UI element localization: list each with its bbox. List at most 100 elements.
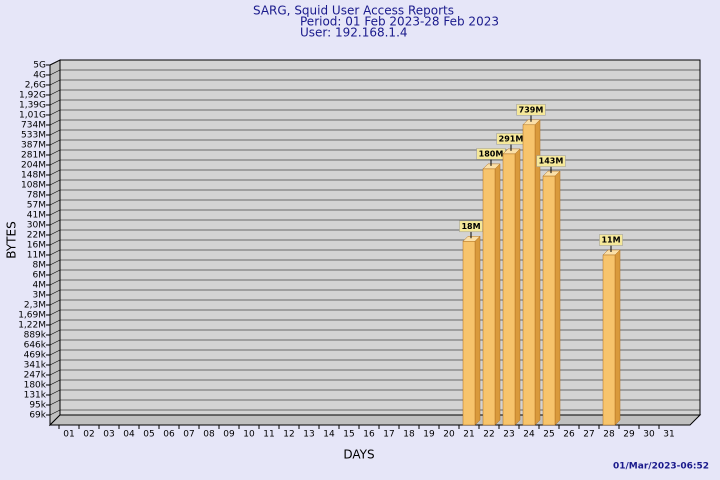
grid-line <box>49 209 61 216</box>
bar <box>462 241 476 426</box>
y-tick-label: 1,39G <box>19 101 46 111</box>
y-tick-label: 57M <box>27 201 46 211</box>
x-tick-label: 12 <box>283 430 294 440</box>
value-label: 291M <box>499 134 524 143</box>
grid-line <box>49 309 61 316</box>
grid-line <box>49 99 61 106</box>
y-tick-label: 8M <box>33 261 47 271</box>
y-tick-label: 2,3M <box>24 301 46 311</box>
x-tick-label: 16 <box>363 430 375 440</box>
y-tick-label: 1,92G <box>19 91 46 101</box>
x-axis-label: DAYS <box>343 448 374 462</box>
grid-line <box>49 329 61 336</box>
grid-line <box>49 279 61 286</box>
x-tick-label: 14 <box>323 430 335 440</box>
value-label: 739M <box>519 105 544 114</box>
value-label-box <box>536 155 566 167</box>
y-axis-label: BYTES <box>5 221 19 258</box>
value-label: 18M <box>461 222 480 231</box>
y-tick-label: 889k <box>24 331 47 341</box>
floor <box>48 414 702 426</box>
grid-line <box>49 179 61 186</box>
y-tick-label: 281M <box>21 151 46 161</box>
grid-line <box>49 289 61 296</box>
x-tick-label: 03 <box>103 430 114 440</box>
grid-line <box>49 229 61 236</box>
y-tick-label: 180k <box>24 381 47 391</box>
x-tick-label: 13 <box>303 430 314 440</box>
bar-side <box>514 148 521 426</box>
grid-line <box>49 379 61 386</box>
grid-line <box>49 139 61 146</box>
y-tick-label: 148M <box>21 171 46 181</box>
y-tick-label: 533M <box>21 131 46 141</box>
x-tick-label: 30 <box>643 430 655 440</box>
x-tick-label: 23 <box>503 430 514 440</box>
x-tick-label: 21 <box>463 430 474 440</box>
y-tick-label: 11M <box>27 251 46 261</box>
grid-line <box>49 169 61 176</box>
title: User: 192.168.1.4 <box>300 26 408 40</box>
grid-line <box>49 239 61 246</box>
grid-line <box>49 359 61 366</box>
bar-side <box>554 170 561 426</box>
grid-line <box>49 339 61 346</box>
y-tick-label: 5G <box>33 61 46 71</box>
grid-line <box>49 199 61 206</box>
x-tick-label: 06 <box>163 430 175 440</box>
y-tick-label: 95k <box>29 401 46 411</box>
bar <box>542 175 556 426</box>
bar-side <box>494 163 501 426</box>
x-tick-label: 15 <box>343 430 354 440</box>
y-tick-label: 4M <box>33 281 47 291</box>
y-tick-label: 3M <box>33 291 47 301</box>
bar <box>482 168 496 426</box>
grid-line <box>49 219 61 226</box>
grid-line <box>49 119 61 126</box>
grid-line <box>49 369 61 376</box>
grid-line <box>49 89 61 96</box>
y-tick-label: 131k <box>24 391 47 401</box>
x-tick-label: 20 <box>443 430 455 440</box>
x-tick-label: 19 <box>423 430 435 440</box>
y-tick-label: 341k <box>24 361 47 371</box>
title: Period: 01 Feb 2023-28 Feb 2023 <box>300 15 499 29</box>
x-tick-label: 02 <box>83 430 94 440</box>
bar <box>522 124 536 426</box>
x-tick-label: 29 <box>623 430 635 440</box>
grid-line <box>49 259 61 266</box>
grid-line <box>49 69 61 76</box>
y-tick-label: 30M <box>27 221 46 231</box>
grid-line <box>49 159 61 166</box>
y-tick-label: 16M <box>27 241 46 251</box>
title: SARG, Squid User Access Reports <box>253 4 454 18</box>
y-tick-label: 387M <box>21 141 46 151</box>
bar-side <box>614 249 621 426</box>
grid-line <box>49 129 61 136</box>
value-label: 143M <box>539 157 564 166</box>
x-tick-label: 22 <box>483 430 494 440</box>
grid-line <box>49 349 61 356</box>
bar <box>602 254 616 426</box>
x-tick-label: 31 <box>663 430 674 440</box>
y-tick-label: 78M <box>27 191 46 201</box>
grid-line <box>49 249 61 256</box>
y-tick-label: 247k <box>24 371 47 381</box>
y-tick-label: 6M <box>33 271 47 281</box>
x-tick-label: 28 <box>603 430 615 440</box>
y-tick-label: 108M <box>21 181 46 191</box>
x-tick-label: 10 <box>243 430 255 440</box>
x-tick-label: 11 <box>263 430 274 440</box>
y-tick-label: 4G <box>33 71 46 81</box>
y-tick-label: 41M <box>27 211 46 221</box>
grid-line <box>49 389 61 396</box>
y-tick-label: 69k <box>29 411 46 421</box>
bar-side <box>474 235 481 426</box>
value-label: 180M <box>479 149 504 158</box>
x-tick-label: 04 <box>123 430 135 440</box>
x-tick-label: 18 <box>403 430 415 440</box>
value-label-box <box>459 220 483 233</box>
grid-line <box>49 59 61 66</box>
grid-line <box>49 189 61 196</box>
